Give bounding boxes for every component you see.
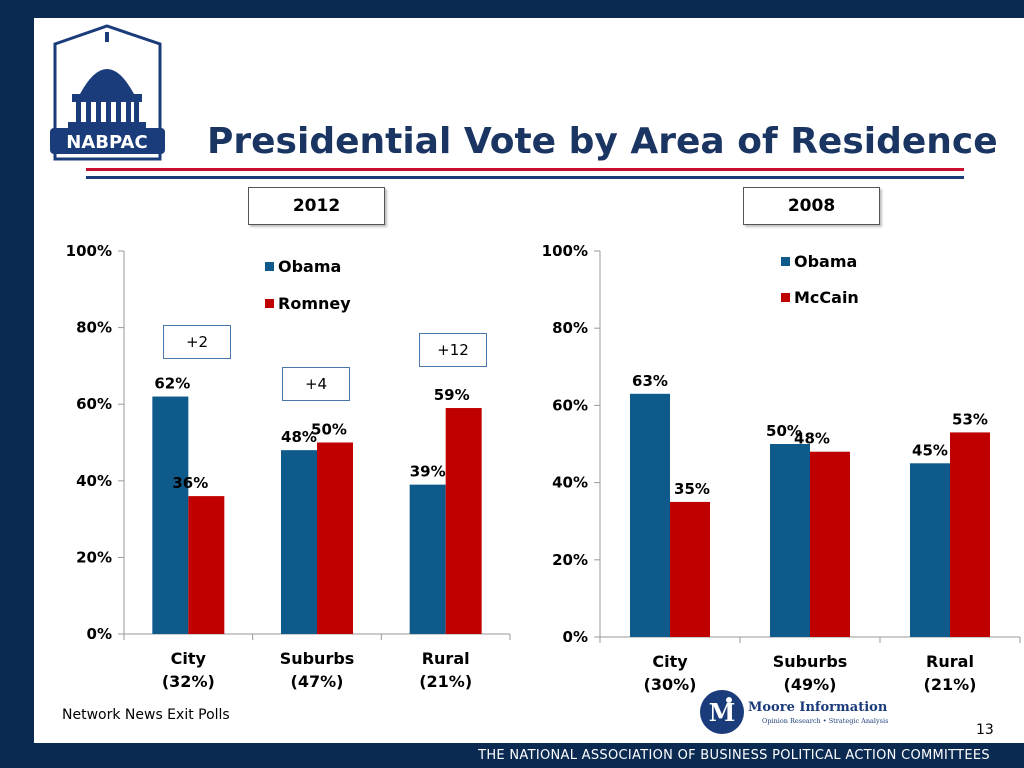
bar-obama bbox=[281, 450, 317, 634]
data-label: 63% bbox=[632, 372, 668, 390]
data-label: 35% bbox=[674, 480, 710, 498]
bar-obama bbox=[409, 484, 446, 634]
y-tick-label: 100% bbox=[66, 242, 112, 260]
page-title: Presidential Vote by Area of Residence bbox=[207, 121, 998, 162]
y-tick-label: 80% bbox=[552, 319, 588, 337]
x-category-label: (49%) bbox=[784, 675, 837, 694]
logo-text: NABPAC bbox=[66, 132, 147, 153]
difference-box-rural: +12 bbox=[419, 333, 487, 367]
bar-romney bbox=[317, 442, 353, 634]
moore-information-tagline: Opinion Research • Strategic Analysis bbox=[762, 717, 889, 725]
bar-romney bbox=[445, 408, 482, 634]
bar-obama bbox=[910, 463, 950, 637]
difference-box-suburbs: +4 bbox=[282, 367, 350, 401]
legend-label-mccain: McCain bbox=[794, 288, 859, 307]
x-category-label: Rural bbox=[422, 649, 470, 668]
moore-information-logo-icon: M bbox=[700, 690, 744, 734]
x-category-label: Rural bbox=[926, 652, 974, 671]
x-category-label: (21%) bbox=[419, 672, 472, 691]
y-tick-label: 60% bbox=[552, 396, 588, 414]
y-tick-label: 100% bbox=[542, 242, 588, 260]
y-tick-label: 40% bbox=[76, 472, 112, 490]
page-number: 13 bbox=[976, 722, 994, 738]
data-label: 50% bbox=[766, 422, 802, 440]
nabpac-capitol-logo: NABPAC bbox=[50, 24, 165, 161]
legend-swatch-romney bbox=[265, 299, 274, 308]
y-tick-label: 0% bbox=[563, 628, 588, 646]
svg-text:M: M bbox=[709, 698, 736, 727]
legend-label-obama: Obama bbox=[794, 252, 857, 271]
y-tick-label: 20% bbox=[552, 551, 588, 569]
y-tick-label: 0% bbox=[87, 625, 112, 643]
y-tick-label: 20% bbox=[76, 548, 112, 566]
x-category-label: Suburbs bbox=[280, 649, 355, 668]
bar-obama bbox=[152, 396, 189, 634]
x-category-label: (32%) bbox=[162, 672, 215, 691]
bar-romney bbox=[188, 496, 225, 634]
bar-obama bbox=[770, 444, 810, 637]
data-label: 39% bbox=[410, 463, 446, 481]
year-label-2008: 2008 bbox=[743, 187, 880, 225]
data-label: 48% bbox=[281, 428, 317, 446]
bar-mccain bbox=[950, 432, 990, 637]
title-rule-red bbox=[86, 168, 964, 171]
x-category-label: (30%) bbox=[644, 675, 697, 694]
bar-mccain bbox=[810, 451, 850, 637]
data-label: 53% bbox=[952, 410, 988, 428]
legend-swatch-obama bbox=[781, 257, 790, 266]
legend-swatch-mccain bbox=[781, 293, 790, 302]
data-label: 59% bbox=[434, 386, 470, 404]
legend-swatch-obama bbox=[265, 262, 274, 271]
y-tick-label: 60% bbox=[76, 395, 112, 413]
moore-information-name: Moore Information bbox=[748, 700, 888, 715]
year-label-2012: 2012 bbox=[248, 187, 385, 225]
bar-mccain bbox=[670, 501, 710, 637]
x-category-label: City bbox=[171, 649, 207, 668]
legend-label-obama: Obama bbox=[278, 257, 341, 276]
x-category-label: Suburbs bbox=[773, 652, 848, 671]
footer-text: THE NATIONAL ASSOCIATION OF BUSINESS POL… bbox=[478, 748, 990, 763]
data-label: 36% bbox=[172, 474, 208, 492]
bar-obama bbox=[630, 393, 670, 637]
difference-box-city: +2 bbox=[163, 325, 231, 359]
data-label: 45% bbox=[912, 441, 948, 459]
legend-label-romney: Romney bbox=[278, 294, 351, 313]
data-label: 62% bbox=[154, 375, 190, 393]
title-rule-blue bbox=[86, 176, 964, 179]
x-category-label: (21%) bbox=[924, 675, 977, 694]
y-tick-label: 80% bbox=[76, 319, 112, 337]
x-category-label: (47%) bbox=[291, 672, 344, 691]
x-category-label: City bbox=[652, 652, 688, 671]
footer-bar bbox=[0, 743, 1024, 768]
data-label: 50% bbox=[311, 421, 347, 439]
source-note: Network News Exit Polls bbox=[62, 707, 230, 723]
data-label: 48% bbox=[794, 430, 830, 448]
y-tick-label: 40% bbox=[552, 474, 588, 492]
